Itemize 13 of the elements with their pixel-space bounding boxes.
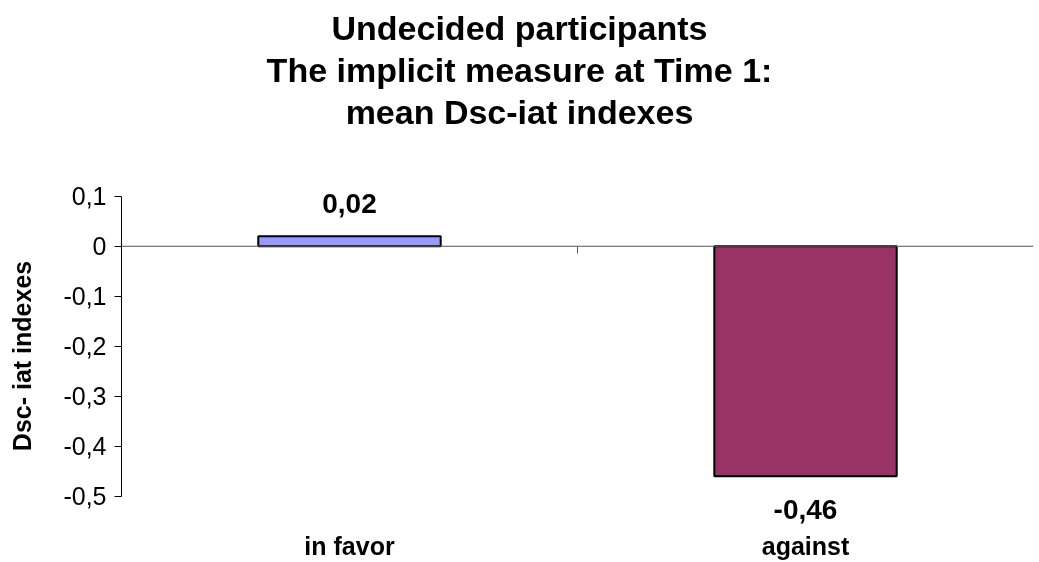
data-label: 0,02 [322, 187, 377, 219]
y-tick-label: -0,5 [63, 482, 107, 511]
data-label: -0,46 [773, 493, 838, 525]
y-tick-label: 0 [92, 232, 107, 261]
x-tick-label: in favor [304, 531, 395, 560]
y-tick-label: -0,3 [63, 382, 107, 411]
x-tick-label: against [761, 531, 850, 560]
y-tick-label: -0,4 [63, 432, 107, 461]
y-axis-title: Dsc- iat indexes [8, 260, 37, 452]
y-tick-label: -0,2 [63, 332, 107, 361]
y-tick-label: -0,1 [63, 282, 107, 311]
chart-title: Undecided participants The implicit measure at Time 1: mean Dsc-iat indexes [266, 8, 773, 133]
y-tick-label: 0,1 [71, 182, 107, 211]
